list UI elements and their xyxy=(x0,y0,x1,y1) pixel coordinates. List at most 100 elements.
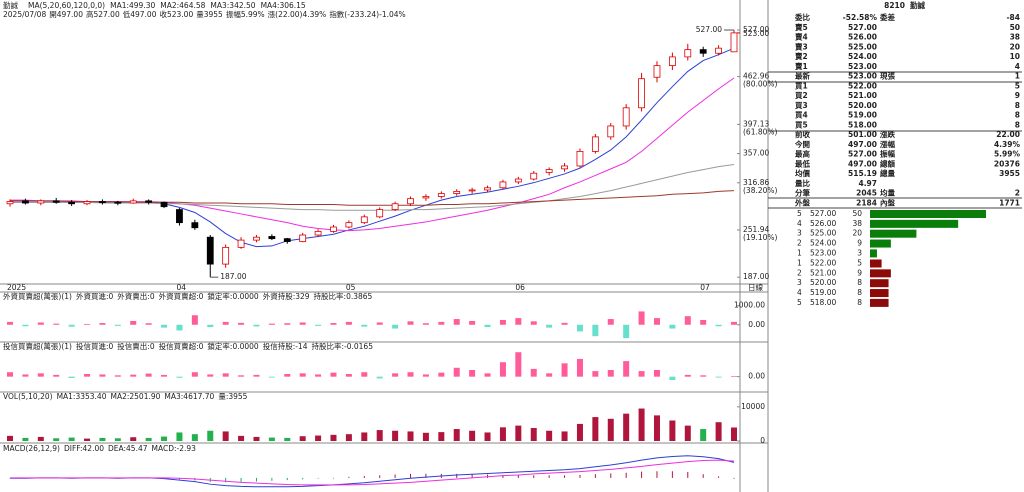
flow-bar xyxy=(623,324,630,339)
flow-bar xyxy=(22,374,29,377)
flow-bar xyxy=(669,324,676,329)
volume-bar xyxy=(130,437,137,441)
fib-label: (61.80%) xyxy=(743,127,778,136)
flow-bar xyxy=(438,372,445,377)
volume-bar xyxy=(84,438,91,441)
macd-bar xyxy=(379,475,381,478)
flow-bar xyxy=(84,374,91,377)
quote-cell: 委差 xyxy=(879,12,895,22)
candle-body xyxy=(222,246,230,265)
flow-bar xyxy=(469,320,476,325)
fib-label: (38.20%) xyxy=(743,186,778,195)
volume-bar xyxy=(422,432,429,441)
info-item: 量3955 xyxy=(196,10,223,19)
book-price: 518.00 xyxy=(810,298,836,307)
panel-title-item: 投信買進:0 xyxy=(76,341,114,351)
candle-body xyxy=(160,201,168,208)
book-bar xyxy=(870,210,986,218)
quote-cell: -52.58% xyxy=(843,13,878,22)
candle-body xyxy=(6,201,14,205)
book-bar xyxy=(870,298,889,307)
flow-bar xyxy=(161,374,168,377)
book-volume: 5 xyxy=(857,259,862,268)
volume-bar xyxy=(653,415,660,441)
macd-bar xyxy=(625,472,627,478)
book-volume: 20 xyxy=(852,229,862,238)
y-tick-label: 527.00 xyxy=(743,25,769,34)
candle-body xyxy=(360,216,368,224)
flow-bar xyxy=(700,375,707,377)
macd-bar xyxy=(240,477,242,482)
quote-cell: 497.00 xyxy=(848,140,877,149)
candle-body xyxy=(191,222,199,229)
book-volume: 3 xyxy=(857,248,862,257)
macd-bar xyxy=(410,473,412,478)
volume-bar xyxy=(638,408,645,441)
flow-bar xyxy=(145,373,152,377)
macd-bar xyxy=(425,473,427,478)
quote-cell: 買5 xyxy=(795,120,808,129)
book-bar xyxy=(870,229,917,238)
flow-bar xyxy=(561,363,568,377)
volume-bar xyxy=(453,429,460,441)
quote-cell: 521.00 xyxy=(848,91,877,100)
book-bar xyxy=(870,269,891,278)
flow-bar xyxy=(161,324,168,328)
flow-bar xyxy=(191,315,198,325)
macd-bar xyxy=(332,477,334,479)
flow-bar xyxy=(700,320,707,325)
flow-bar xyxy=(376,322,383,325)
quote-cell: -84 xyxy=(1006,13,1020,22)
quote-cell: 525.00 xyxy=(848,42,877,51)
candle-body xyxy=(22,200,29,204)
quote-cell: 賣3 xyxy=(794,41,808,51)
candle-body xyxy=(484,187,491,191)
macd-bar xyxy=(533,475,535,478)
volume-bar xyxy=(222,431,229,441)
quote-cell: 委比 xyxy=(794,12,810,22)
candle-body xyxy=(437,193,445,197)
flow-bar xyxy=(299,322,306,325)
flow-bar xyxy=(731,376,737,377)
flow-bar xyxy=(684,316,691,325)
macd-bar xyxy=(564,475,566,478)
flow-bar xyxy=(453,367,460,377)
volume-bar xyxy=(68,437,75,441)
flow-bar xyxy=(376,376,383,379)
book-level: 4 xyxy=(797,219,802,228)
flow-bar xyxy=(422,323,429,325)
high-note: 527.00 xyxy=(696,25,722,34)
flow-bar xyxy=(515,352,522,377)
macd-bar xyxy=(671,471,673,478)
volume-bar xyxy=(669,420,676,441)
quote-cell: 8 xyxy=(1015,120,1020,129)
panel-title-item: 外資持股:329 xyxy=(263,291,310,301)
candle-body xyxy=(622,107,630,127)
volume-bar xyxy=(530,428,537,441)
flow-bar xyxy=(638,311,645,325)
y-tick-label: 0 xyxy=(760,436,765,445)
candle-body xyxy=(699,49,707,54)
flow-bar xyxy=(653,370,660,377)
volume-bar xyxy=(592,417,599,441)
y-tick-label: 1000.00 xyxy=(734,301,765,310)
book-bar xyxy=(870,219,959,228)
flow-bar xyxy=(238,322,245,325)
candle-body xyxy=(99,201,106,203)
volume-bar xyxy=(469,430,476,441)
candle-body xyxy=(376,209,384,218)
flow-bar xyxy=(546,324,553,328)
flow-bar xyxy=(361,372,368,377)
panel-title-item: MA1:3353.40 xyxy=(57,392,107,401)
period: 日線 xyxy=(748,282,763,292)
volume-bar xyxy=(53,438,60,441)
y-tick-label: 316.86 xyxy=(743,178,769,187)
quote-cell: 518.00 xyxy=(848,120,877,129)
macd-bar xyxy=(502,474,504,478)
book-volume: 8 xyxy=(857,288,862,297)
quote-cell: 8 xyxy=(1015,111,1020,120)
info-item: 高527.00 xyxy=(86,9,120,19)
book-volume: 9 xyxy=(857,239,862,248)
volume-bar xyxy=(299,436,306,441)
flow-bar xyxy=(345,374,352,377)
